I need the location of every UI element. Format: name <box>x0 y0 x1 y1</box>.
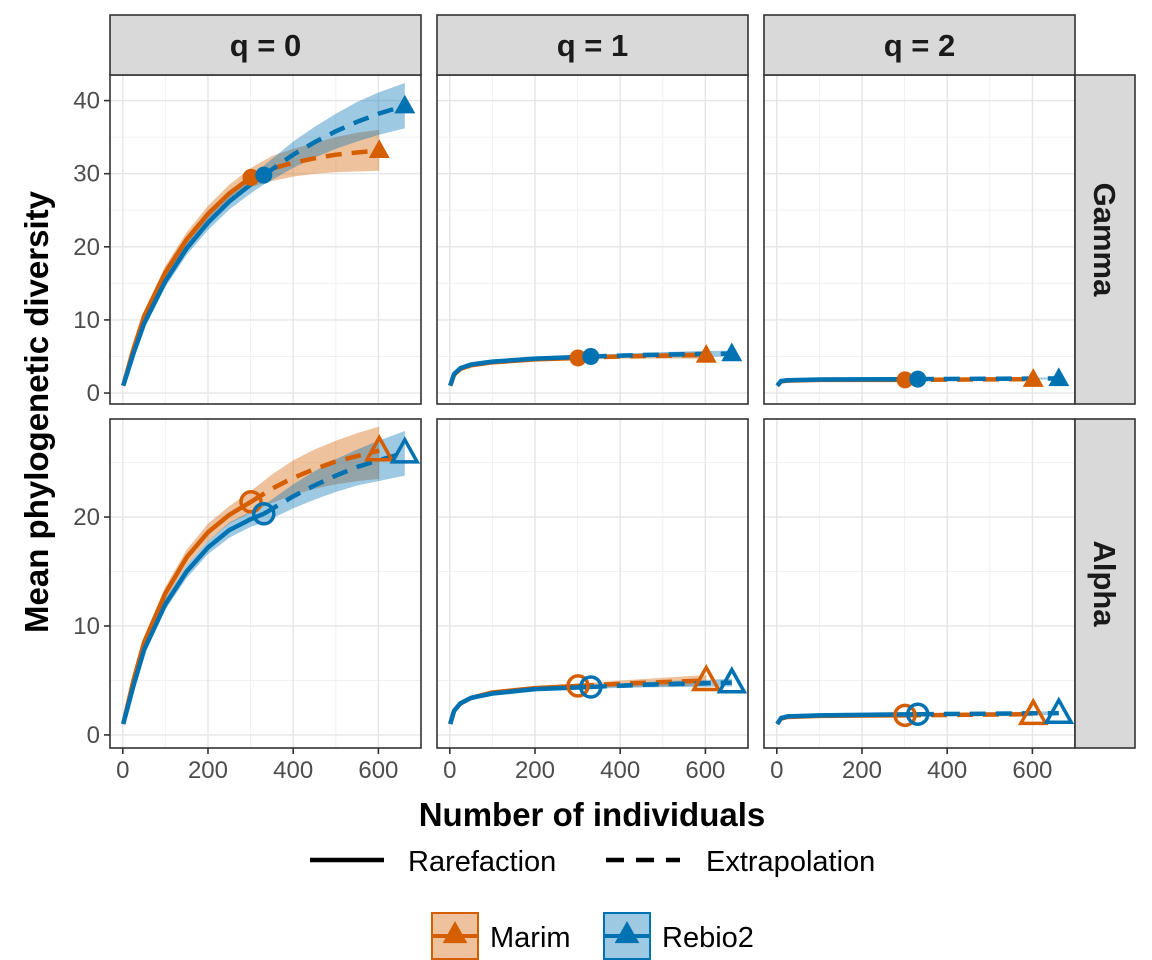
observed-point-rebio2 <box>579 675 603 699</box>
endpoint-triangle-marim <box>690 663 722 692</box>
endpoint-triangle-rebio2 <box>1043 696 1075 724</box>
panel-gamma-q-2: q = 2 Gamma <box>763 14 1136 405</box>
rarefaction-line-rebio2 <box>775 711 918 726</box>
rarefaction-line-rebio2 <box>448 684 591 725</box>
x-tick-label: 0 <box>443 757 456 784</box>
x-tick-label: 600 <box>358 757 398 784</box>
x-tick-label: 600 <box>1012 757 1052 784</box>
row-strip <box>1074 418 1136 749</box>
row-strip-label: Alpha <box>1087 540 1122 627</box>
y-tick-label: 20 <box>73 234 100 261</box>
legend-layer: Rarefaction Extrapolation Marim Rebio2 <box>310 846 875 960</box>
observed-point-marim <box>566 674 590 698</box>
x-tick-label: 600 <box>685 757 725 784</box>
legend-label-rebio2: Rebio2 <box>662 922 754 954</box>
y-tick-label: 10 <box>73 307 100 334</box>
observed-point-marim <box>242 168 260 186</box>
panel-gamma-q-1: q = 1 <box>436 14 749 405</box>
x-tick-label: 200 <box>842 757 882 784</box>
panel-data <box>775 710 1059 726</box>
endpoint-triangle-marim <box>695 344 717 363</box>
observed-point-rebio2 <box>582 347 600 365</box>
column-strip-label: q = 1 <box>557 28 629 63</box>
column-strip <box>109 14 422 76</box>
legend-key-triangle <box>614 921 640 944</box>
observed-point-rebio2 <box>252 502 276 526</box>
extrapolation-line-rebio2 <box>917 710 1059 717</box>
y-tick-label: 10 <box>73 613 100 640</box>
endpoint-triangle-rebio2 <box>1048 367 1070 387</box>
panel-background <box>437 419 748 748</box>
y-tick-label: 20 <box>73 504 100 531</box>
column-strip-label: q = 2 <box>884 28 956 63</box>
x-tick-label: 400 <box>927 757 967 784</box>
extrapolation-line-rebio2 <box>590 680 732 690</box>
legend-label-marim: Marim <box>490 922 571 954</box>
legend-key-marim <box>431 912 479 960</box>
legend-label-rarefaction: Rarefaction <box>408 846 556 878</box>
endpoint-triangle-rebio2 <box>721 342 743 362</box>
column-strip-label: q = 0 <box>230 28 302 63</box>
endpoint-triangle-rebio2 <box>394 94 416 114</box>
y-tick-label: 30 <box>73 161 100 188</box>
endpoint-triangle-rebio2 <box>389 436 421 464</box>
rarefaction-line-rebio2 <box>775 376 918 388</box>
extrapolation-line-rebio2 <box>262 103 406 178</box>
observed-point-rebio2 <box>906 702 930 726</box>
rarefaction-line-rebio2 <box>121 173 266 387</box>
panel-border <box>109 418 422 749</box>
observed-point-marim <box>896 371 914 389</box>
x-tick-label: 400 <box>600 757 640 784</box>
extrapolation-line-marim <box>577 678 707 689</box>
extrapolation-line-rebio2 <box>262 450 406 516</box>
endpoint-triangle-marim <box>368 139 390 159</box>
y-tick-label: 0 <box>87 722 100 749</box>
observed-point-rebio2 <box>909 370 927 388</box>
legend-key-triangle <box>442 921 468 944</box>
ci-band-rebio2 <box>123 83 405 386</box>
y-tick-label: 40 <box>73 88 100 115</box>
x-tick-label: 0 <box>770 757 783 784</box>
observed-point-marim <box>893 703 917 728</box>
endpoint-triangle-marim <box>1022 368 1044 387</box>
observed-point-marim <box>569 349 587 367</box>
row-strip <box>1074 74 1136 405</box>
x-tick-label: 200 <box>188 757 228 784</box>
x-tick-label: 0 <box>116 757 129 784</box>
column-strip <box>763 14 1076 76</box>
panel-background <box>764 419 1075 748</box>
legend-label-extrapolation: Extrapolation <box>706 846 875 878</box>
panel-data <box>448 675 732 725</box>
panel-background <box>110 419 421 748</box>
rarefaction-line-rebio2 <box>448 354 591 387</box>
observed-point-marim <box>239 490 263 514</box>
legend-key-rebio2 <box>603 912 651 960</box>
x-axis-title: Number of individuals <box>419 796 766 833</box>
row-strip-label: Gamma <box>1087 183 1122 297</box>
extrapolation-line-marim <box>250 148 380 180</box>
x-tick-label: 200 <box>515 757 555 784</box>
panel-gamma-q-0: q = 0 0 10 20 30 40 <box>73 14 422 407</box>
observed-point-rebio2 <box>255 166 273 184</box>
panel-background <box>110 75 421 404</box>
endpoint-triangle-rebio2 <box>716 666 748 694</box>
panel-background <box>764 75 1075 404</box>
panel-alpha-q-2: Alpha 0 200 400 600 <box>763 418 1136 784</box>
column-strip <box>436 14 749 76</box>
y-axis-title: Mean phylogenetic diversity <box>18 190 55 633</box>
endpoint-triangle-marim <box>363 434 395 462</box>
y-tick-label: 0 <box>87 380 100 407</box>
endpoint-triangle-marim <box>1017 697 1049 726</box>
x-tick-label: 400 <box>273 757 313 784</box>
rarefaction-line-rebio2 <box>121 511 265 725</box>
panel-alpha-q-1: 0 200 400 600 <box>436 418 749 784</box>
extrapolation-line-marim <box>249 448 380 504</box>
panel-border <box>436 418 749 749</box>
